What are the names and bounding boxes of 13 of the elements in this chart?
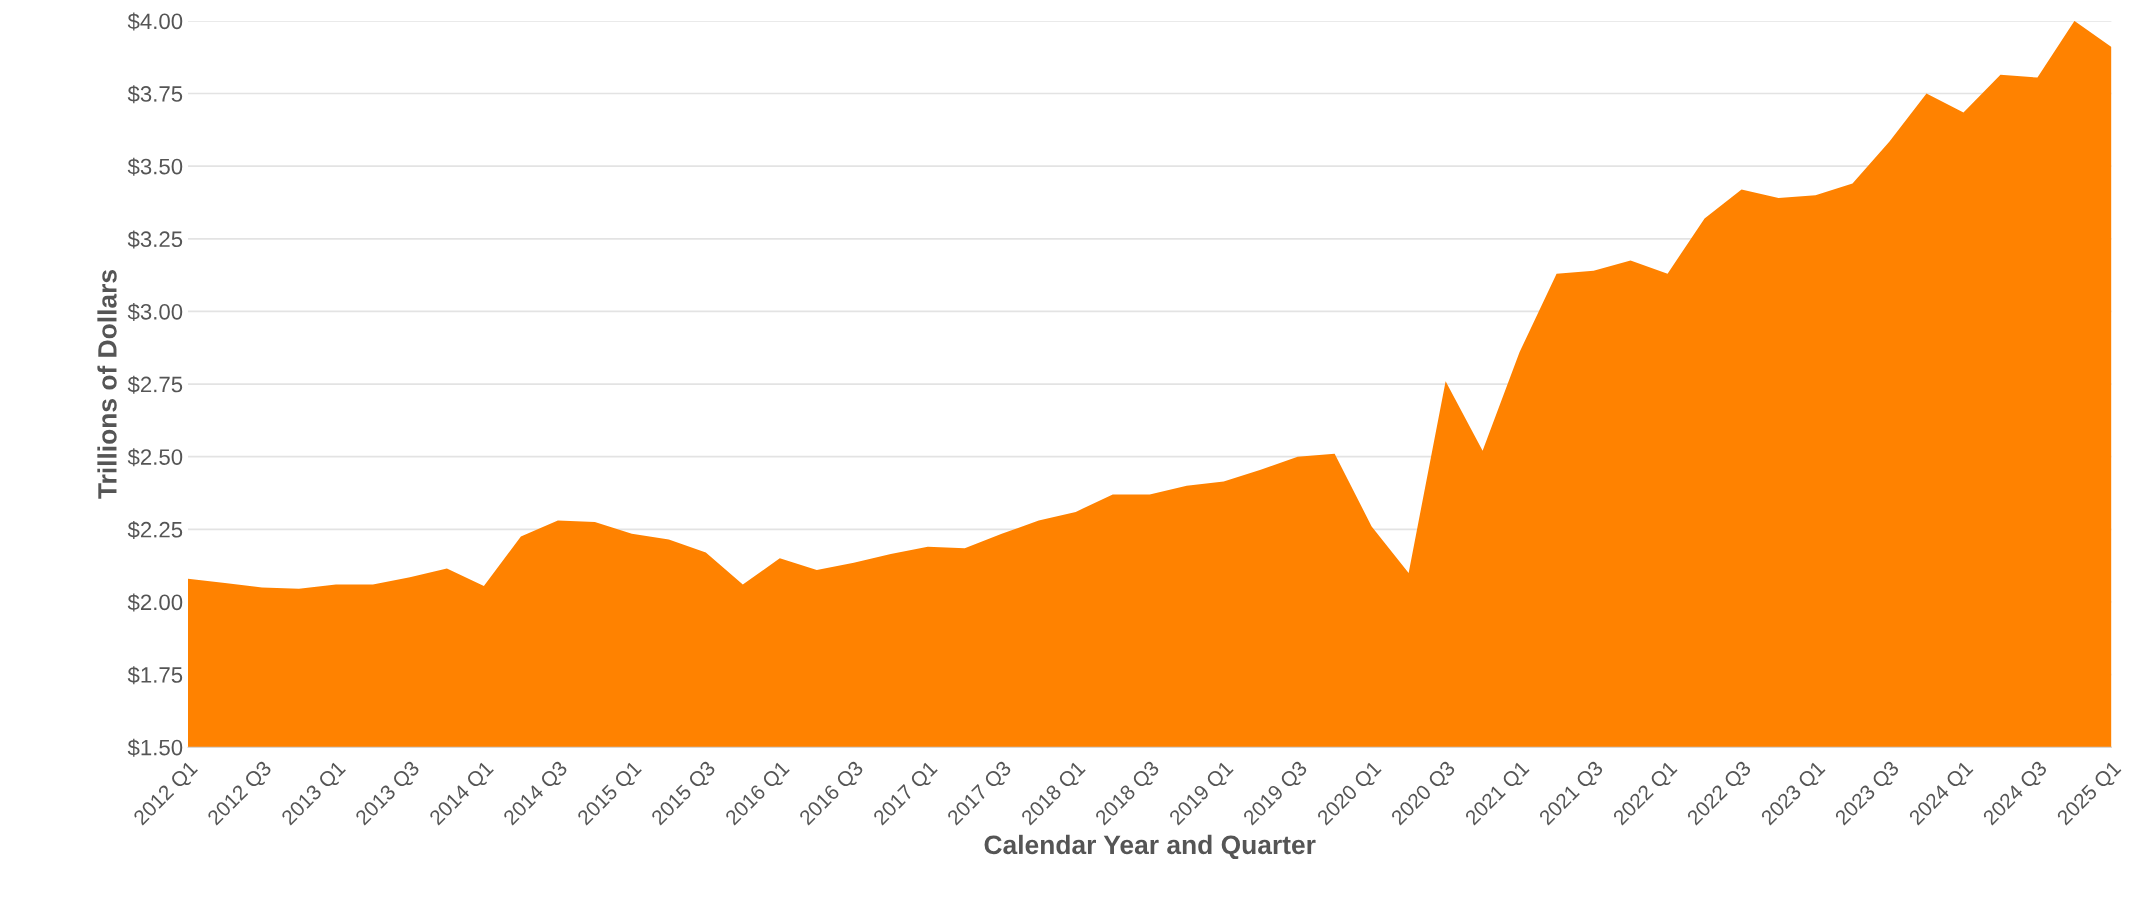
x-axis-title: Calendar Year and Quarter <box>984 834 1316 860</box>
y-tick-label: $4.00 <box>127 12 183 31</box>
y-tick-label: $3.75 <box>127 85 183 104</box>
y-tick-label: $2.50 <box>127 448 183 467</box>
y-tick-label: $3.00 <box>127 303 183 322</box>
y-tick-label: $2.00 <box>127 593 183 612</box>
y-tick-label: $2.25 <box>127 520 183 539</box>
y-tick-label: $2.75 <box>127 375 183 394</box>
y-tick-label: $1.50 <box>127 738 183 757</box>
y-tick-label: $3.50 <box>127 157 183 176</box>
y-axis-title: Trillions of Dollars <box>97 270 117 499</box>
y-tick-label: $3.25 <box>127 230 183 249</box>
y-tick-label: $1.75 <box>127 666 183 685</box>
